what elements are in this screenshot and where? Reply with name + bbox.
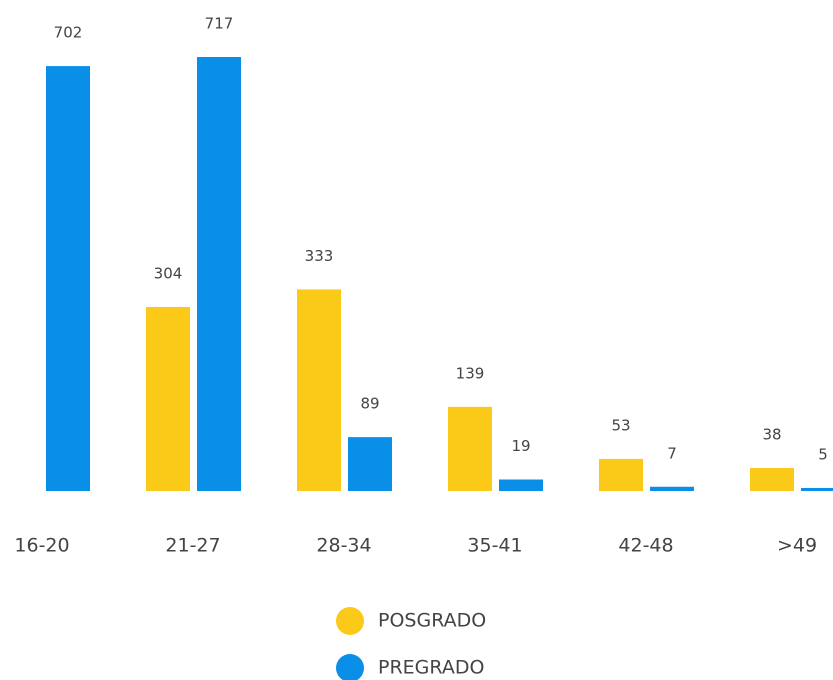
bar bbox=[750, 467, 794, 491]
legend-swatch bbox=[336, 654, 364, 680]
bar bbox=[448, 406, 492, 491]
bar bbox=[499, 479, 543, 491]
x-tick-label: 21-27 bbox=[165, 535, 220, 557]
bar bbox=[650, 486, 694, 491]
bar bbox=[46, 66, 90, 491]
value-label: 5 bbox=[818, 445, 828, 463]
bar bbox=[801, 487, 833, 491]
x-tick-label: 16-20 bbox=[14, 535, 69, 557]
value-label: 89 bbox=[360, 395, 379, 413]
bar bbox=[297, 289, 341, 491]
value-label: 7 bbox=[667, 444, 677, 462]
value-label: 38 bbox=[762, 425, 781, 443]
x-tick-label: 42-48 bbox=[618, 535, 673, 557]
x-tick-label: 35-41 bbox=[467, 535, 522, 557]
bar bbox=[348, 437, 392, 491]
bar bbox=[599, 458, 643, 491]
value-label: 139 bbox=[456, 364, 485, 382]
x-tick-label: >49 bbox=[777, 535, 817, 557]
value-label: 702 bbox=[54, 24, 83, 42]
bar bbox=[146, 306, 190, 491]
legend-label: PREGRADO bbox=[378, 657, 484, 679]
legend-swatch bbox=[336, 607, 364, 635]
bar bbox=[197, 57, 241, 491]
value-label: 333 bbox=[305, 247, 334, 265]
value-label: 53 bbox=[611, 416, 630, 434]
legend-label: POSGRADO bbox=[378, 610, 486, 632]
value-label: 304 bbox=[154, 264, 183, 282]
value-label: 19 bbox=[511, 437, 530, 455]
value-label: 717 bbox=[205, 15, 234, 33]
x-tick-label: 28-34 bbox=[316, 535, 371, 557]
